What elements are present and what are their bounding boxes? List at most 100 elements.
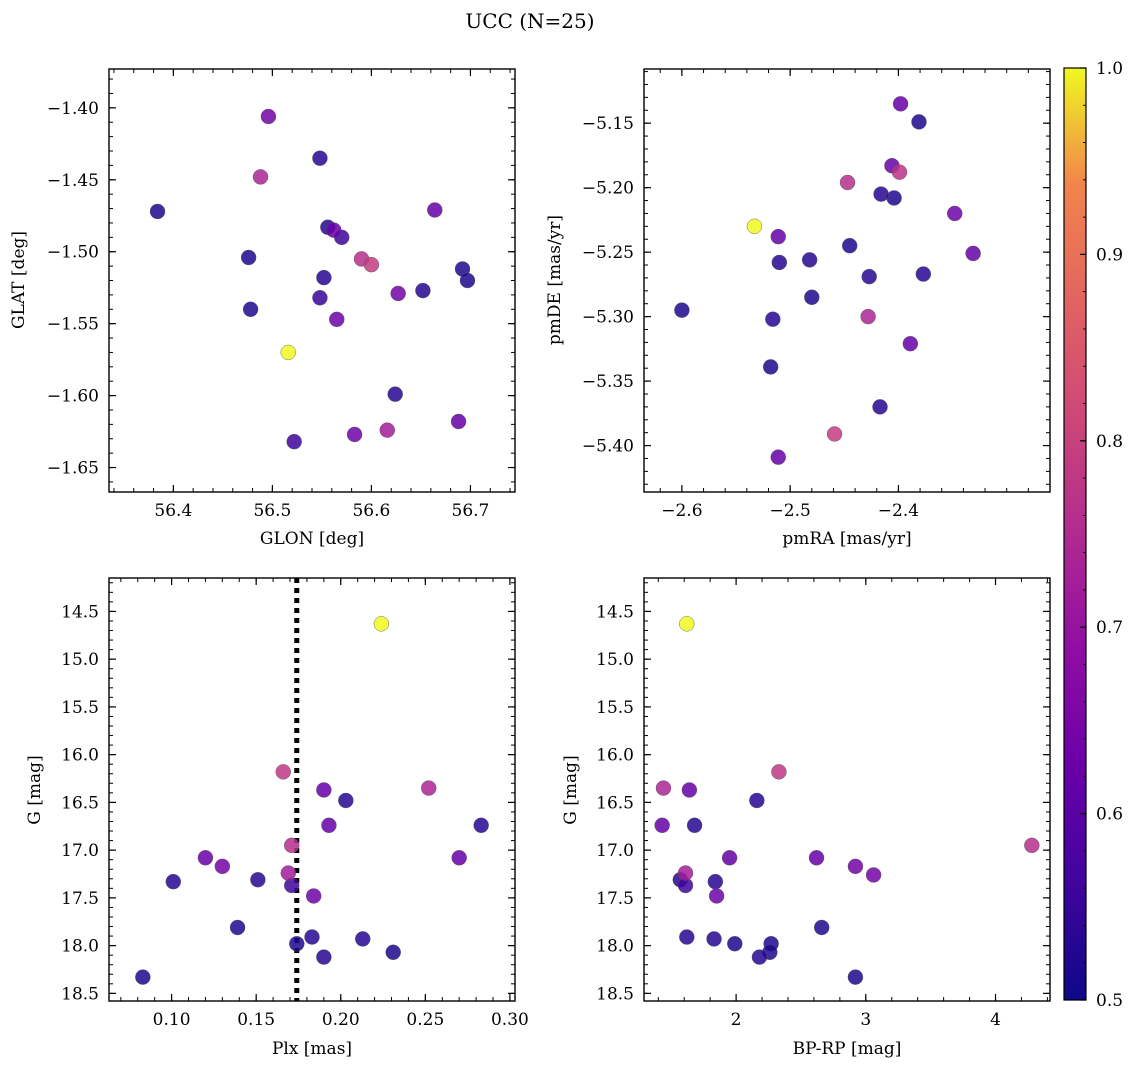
scatter-point bbox=[902, 335, 919, 352]
scatter-point bbox=[965, 245, 981, 262]
colorbar-tick-label: 0.6 bbox=[1096, 805, 1123, 825]
panel-glon-glat: 56.4 56.5 56.6 56.7 −1.40 −1.45 −1.50 −1.55 −1.6… bbox=[9, 68, 516, 549]
scatter-point bbox=[860, 308, 876, 325]
ytick-label: −1.50 bbox=[47, 243, 99, 263]
scatter-point bbox=[346, 426, 363, 443]
scatter-point bbox=[681, 782, 698, 798]
scatter-point bbox=[677, 865, 694, 881]
xtick-label: 56.4 bbox=[154, 501, 192, 521]
ytick-label: −1.55 bbox=[47, 315, 99, 335]
glon-glat-xlabel: GLON [deg] bbox=[260, 529, 364, 549]
xtick-label: 4 bbox=[990, 1010, 1001, 1030]
scatter-point bbox=[326, 222, 342, 238]
colorbar-tick-label: 0.9 bbox=[1096, 245, 1123, 265]
scatter-point bbox=[135, 969, 151, 985]
colorbar-tick-label: 0.8 bbox=[1096, 432, 1123, 452]
bprp-g-ticks: 2 3 4 14.5 15.0 15.5 16.0 16.5 17.0 17.5 18.0 18.5 bbox=[596, 578, 1050, 1030]
xtick-label: 0.25 bbox=[406, 1010, 444, 1030]
scatter-point bbox=[427, 202, 443, 218]
ytick-label: −5.30 bbox=[582, 308, 634, 328]
scatter-point bbox=[312, 290, 328, 306]
scatter-point bbox=[415, 282, 431, 299]
xtick-label: 0.20 bbox=[322, 1010, 360, 1030]
scatter-point bbox=[808, 850, 825, 866]
scatter-point bbox=[762, 359, 779, 375]
xtick-label: −2.5 bbox=[770, 501, 811, 521]
xtick-label: 56.7 bbox=[452, 501, 490, 521]
scatter-point bbox=[770, 449, 786, 465]
scatter-point bbox=[707, 873, 724, 890]
plx-g-xlabel: Plx [mas] bbox=[272, 1039, 352, 1059]
pmra-pmde-ylabel: pmDE [mas/yr] bbox=[545, 215, 565, 345]
scatter-point bbox=[451, 850, 467, 866]
ytick-label: 14.5 bbox=[596, 602, 634, 622]
scatter-point bbox=[214, 858, 231, 875]
glon-glat-points bbox=[149, 108, 476, 450]
panel-plx-g: 0.10 0.15 0.20 0.25 0.30 14.5 15.0 15.5 16.0 16.5… bbox=[25, 577, 529, 1059]
scatter-point bbox=[387, 386, 403, 402]
scatter-point bbox=[727, 936, 743, 952]
scatter-point bbox=[250, 872, 266, 888]
ytick-label: −5.40 bbox=[582, 437, 634, 457]
ytick-label: 14.5 bbox=[61, 602, 99, 622]
scatter-point bbox=[721, 850, 738, 866]
colorbar-frame bbox=[1063, 67, 1087, 1001]
colorbar-tick-label: 0.5 bbox=[1096, 991, 1123, 1011]
xtick-label: 0.30 bbox=[491, 1010, 529, 1030]
scatter-point bbox=[242, 301, 259, 317]
scatter-point bbox=[842, 237, 858, 254]
scatter-point bbox=[771, 764, 787, 780]
scatter-point bbox=[674, 302, 690, 318]
scatter-point bbox=[654, 817, 670, 834]
scatter-point bbox=[286, 433, 302, 450]
scatter-point bbox=[746, 218, 763, 235]
scatter-point bbox=[197, 850, 214, 866]
ytick-label: 17.0 bbox=[61, 841, 99, 861]
bprp-g-frame bbox=[643, 577, 1051, 1002]
scatter-point bbox=[814, 919, 830, 936]
plx-g-ticks: 0.10 0.15 0.20 0.25 0.30 14.5 15.0 15.5 16.0 16.5… bbox=[61, 578, 529, 1030]
ytick-label: −1.60 bbox=[47, 387, 99, 407]
scatter-point bbox=[275, 764, 291, 780]
ytick-label: −1.65 bbox=[47, 459, 99, 479]
scatter-point bbox=[765, 311, 781, 327]
figure-title: UCC (N=25) bbox=[465, 9, 594, 33]
scatter-point bbox=[284, 837, 300, 854]
scatter-point bbox=[385, 944, 401, 961]
scatter-point bbox=[305, 888, 322, 904]
xtick-label: 0.10 bbox=[153, 1010, 191, 1030]
scatter-point bbox=[316, 949, 332, 965]
ytick-label: 18.0 bbox=[596, 937, 634, 957]
ytick-label: −5.25 bbox=[582, 243, 634, 263]
pmra-pmde-xlabel: pmRA [mas/yr] bbox=[782, 529, 911, 549]
scatter-point bbox=[801, 252, 818, 268]
colorbar-gradient bbox=[1064, 68, 1086, 1000]
scatter-point bbox=[338, 792, 354, 809]
glon-glat-frame bbox=[108, 68, 516, 493]
scatter-point bbox=[749, 792, 765, 809]
plx-g-frame bbox=[108, 577, 516, 1002]
scatter-point bbox=[708, 888, 725, 904]
ytick-label: 17.0 bbox=[596, 841, 634, 861]
scatter-point bbox=[316, 782, 332, 798]
scatter-point bbox=[679, 616, 695, 632]
scatter-point bbox=[280, 865, 297, 881]
ytick-label: 17.5 bbox=[596, 889, 634, 909]
scatter-point bbox=[473, 817, 489, 834]
scatter-point bbox=[373, 616, 390, 632]
xtick-label: −2.6 bbox=[661, 501, 702, 521]
scatter-point bbox=[363, 256, 380, 273]
ytick-label: 15.5 bbox=[61, 698, 99, 718]
scatter-point bbox=[886, 190, 902, 206]
colorbar-ticks: 0.5 0.6 0.7 0.8 0.9 1.0 bbox=[1080, 59, 1123, 1011]
colorbar: 0.5 0.6 0.7 0.8 0.9 1.0 bbox=[1063, 59, 1123, 1011]
scatter-point bbox=[229, 919, 246, 936]
scatter-point bbox=[165, 873, 181, 890]
scatter-point bbox=[751, 949, 768, 965]
ytick-label: 15.0 bbox=[596, 650, 634, 670]
bprp-g-points bbox=[654, 616, 1040, 985]
scatter-point bbox=[379, 422, 395, 438]
scatter-point bbox=[847, 858, 864, 875]
xtick-label: 56.6 bbox=[352, 501, 390, 521]
